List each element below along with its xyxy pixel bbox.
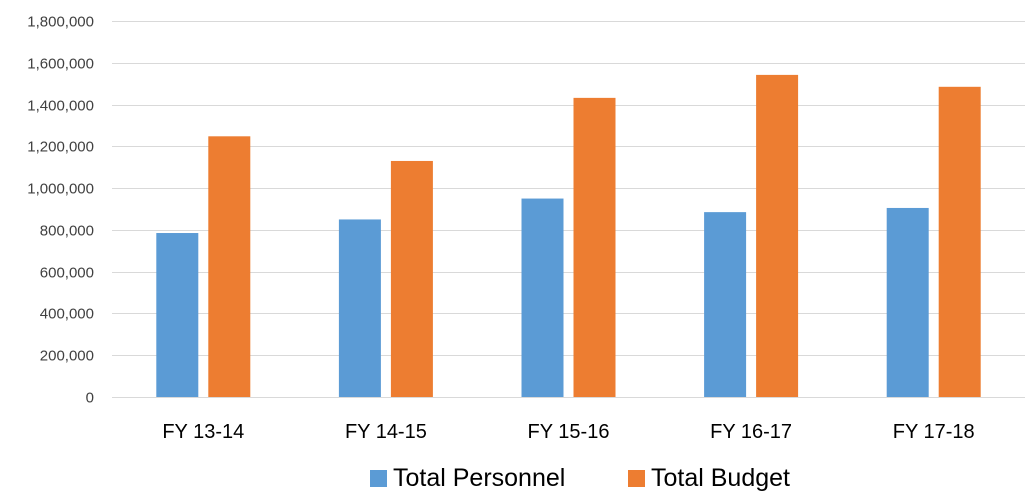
legend: Total Personnel Total Budget xyxy=(370,464,790,492)
y-tick-label: 800,000 xyxy=(40,223,94,240)
bar-total-personnel-3 xyxy=(521,198,564,397)
y-tick-label: 1,200,000 xyxy=(27,139,94,156)
bar-total-personnel-4 xyxy=(704,212,747,397)
legend-swatch xyxy=(370,470,387,487)
bar-total-budget-2 xyxy=(390,160,433,397)
y-tick-label: 1,800,000 xyxy=(27,14,94,31)
bar-total-budget-1 xyxy=(208,136,251,397)
x-category-label: FY 14-15 xyxy=(345,421,427,443)
legend-label: Total Budget xyxy=(651,464,790,492)
bar-total-budget-3 xyxy=(573,97,616,398)
y-tick-label: 1,400,000 xyxy=(27,98,94,115)
gridlines xyxy=(112,21,1025,398)
legend-label: Total Personnel xyxy=(393,464,565,492)
x-category-label: FY 13-14 xyxy=(162,421,244,443)
legend-swatch xyxy=(628,470,645,487)
bar-total-budget-5 xyxy=(938,86,981,398)
bar-total-personnel-5 xyxy=(886,207,929,397)
y-tick-label: 600,000 xyxy=(40,265,94,282)
y-tick-label: 0 xyxy=(86,390,94,407)
y-axis-tick-labels: 0 200,000 400,000 600,000 800,000 1,000,000 1,… xyxy=(27,14,94,407)
bars xyxy=(156,74,981,398)
bar-total-personnel-1 xyxy=(156,233,199,397)
x-category-label: FY 16-17 xyxy=(710,421,792,443)
y-tick-label: 200,000 xyxy=(40,348,94,365)
x-axis-category-labels: FY 13-14 FY 14-15 FY 15-16 FY 16-17 FY 17-18 xyxy=(162,421,974,443)
y-tick-label: 1,000,000 xyxy=(27,181,94,198)
y-tick-label: 400,000 xyxy=(40,306,94,323)
x-category-label: FY 15-16 xyxy=(528,421,610,443)
bar-total-budget-4 xyxy=(756,74,799,397)
x-category-label: FY 17-18 xyxy=(893,421,975,443)
bar-total-personnel-2 xyxy=(338,219,381,397)
y-tick-label: 1,600,000 xyxy=(27,56,94,73)
